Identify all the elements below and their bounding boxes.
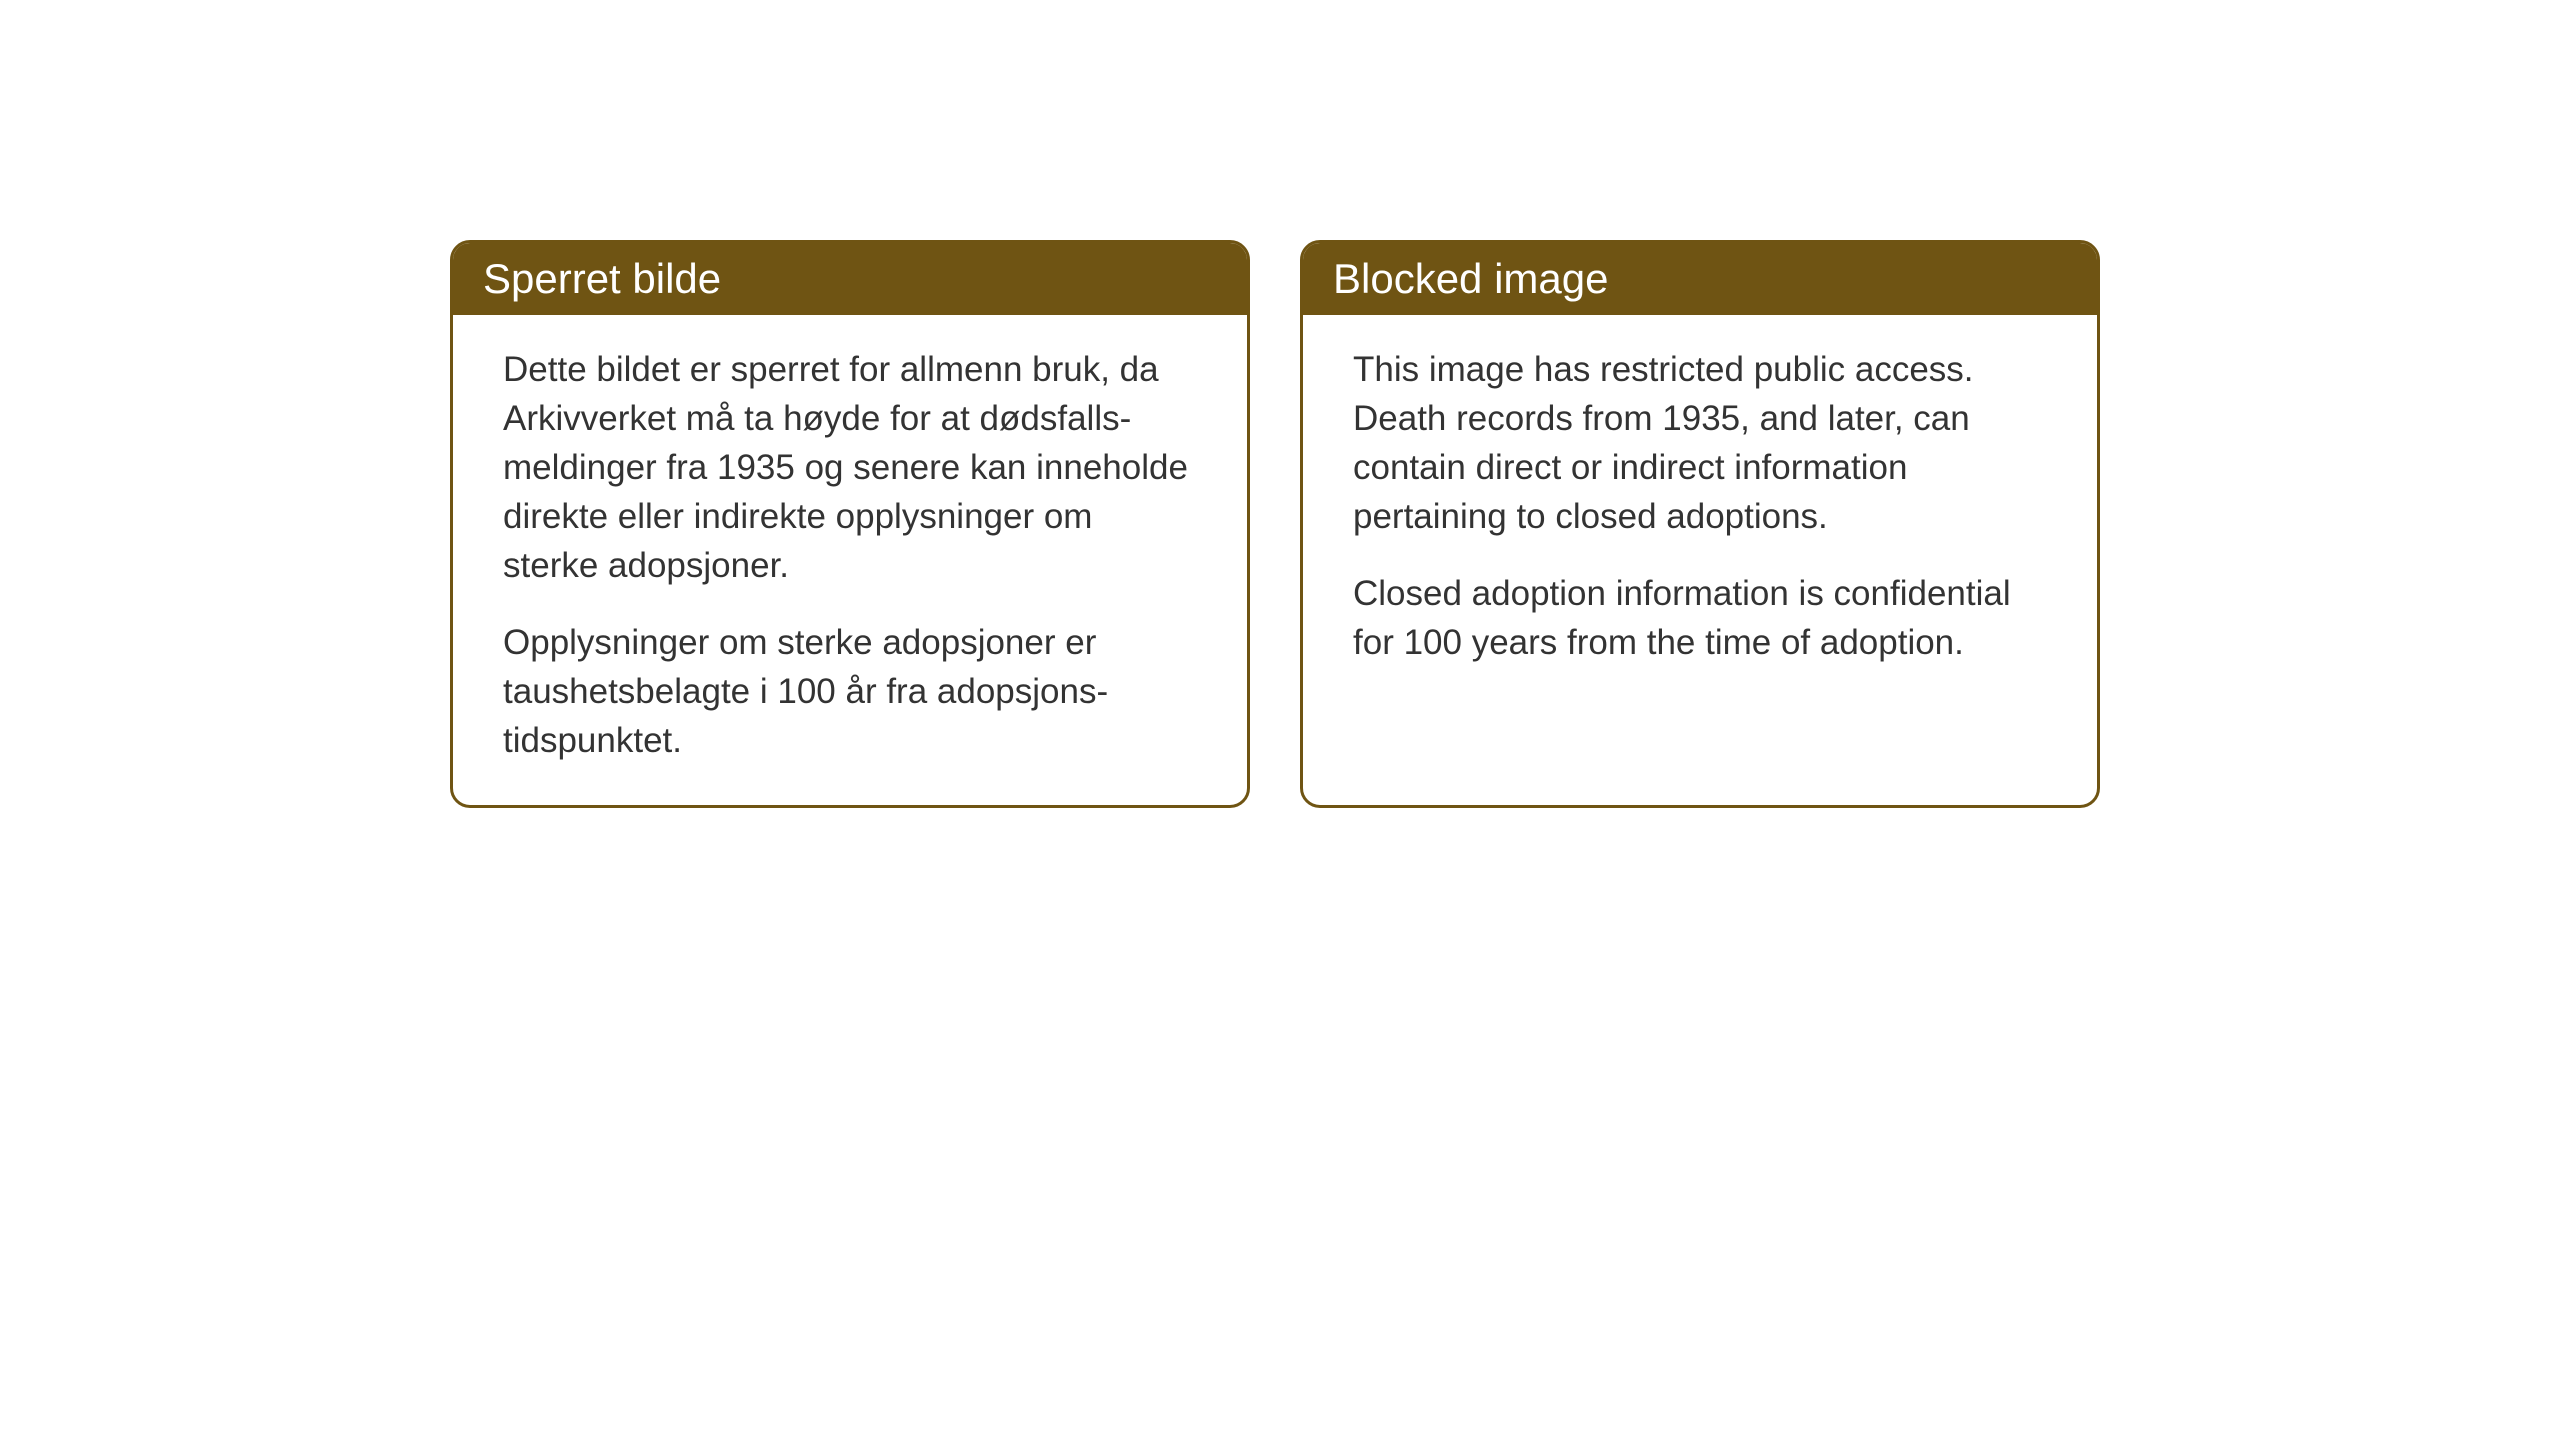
english-paragraph-1: This image has restricted public access.… bbox=[1353, 345, 2047, 541]
english-card-body: This image has restricted public access.… bbox=[1303, 315, 2097, 707]
norwegian-notice-card: Sperret bilde Dette bildet er sperret fo… bbox=[450, 240, 1250, 808]
english-card-title: Blocked image bbox=[1303, 243, 2097, 315]
norwegian-paragraph-1: Dette bildet er sperret for allmenn bruk… bbox=[503, 345, 1197, 590]
english-notice-card: Blocked image This image has restricted … bbox=[1300, 240, 2100, 808]
norwegian-card-title: Sperret bilde bbox=[453, 243, 1247, 315]
norwegian-card-body: Dette bildet er sperret for allmenn bruk… bbox=[453, 315, 1247, 805]
notice-container: Sperret bilde Dette bildet er sperret fo… bbox=[450, 240, 2100, 808]
norwegian-paragraph-2: Opplysninger om sterke adopsjoner er tau… bbox=[503, 618, 1197, 765]
english-paragraph-2: Closed adoption information is confident… bbox=[1353, 569, 2047, 667]
